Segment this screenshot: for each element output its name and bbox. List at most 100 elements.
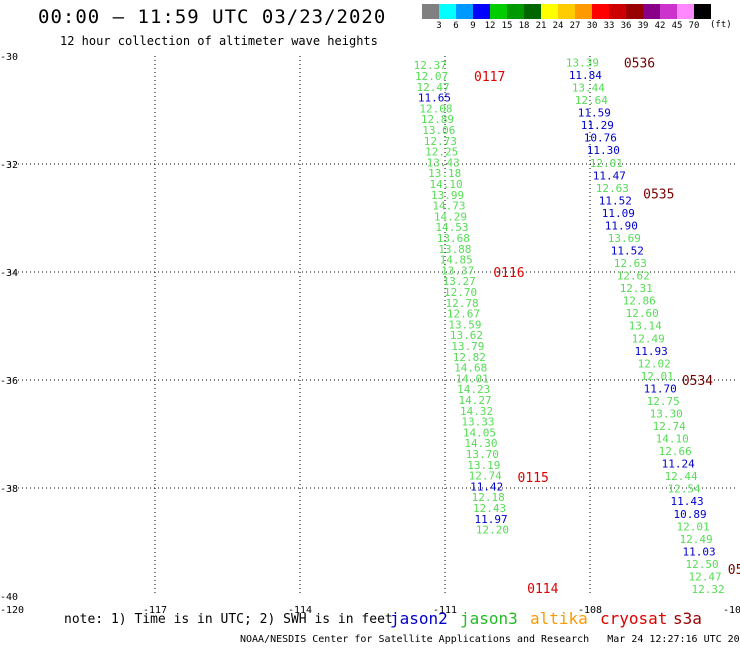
wave-height-label: 12.73 [424,135,457,148]
x-tick-label: -108 [578,605,602,616]
color-scale-swatch [643,4,660,19]
pass-time-label: 0114 [527,582,558,597]
pass-time-label: 0533 [728,563,740,578]
wave-height-label: 12.82 [453,351,486,364]
wave-height-label: 12.01 [641,370,674,383]
wave-height-label: 11.24 [662,458,695,471]
legend-jason3: jason3 [460,609,518,628]
wave-height-label: 10.76 [584,132,617,145]
wave-height-label: 13.43 [427,156,460,169]
color-scale-tick: 30 [586,21,598,31]
wave-height-label: 12.74 [653,420,686,433]
color-scale-swatch [422,4,439,19]
color-scale-swatch [490,4,507,19]
wave-height-label: 14.29 [434,210,467,223]
y-tick-label: -38 [0,484,18,495]
wave-height-label: 11.52 [611,245,644,258]
wave-height-label: 11.30 [587,144,620,157]
pass-time-label: 0534 [682,374,713,389]
wave-height-label: 14.01 [456,372,489,385]
wave-height-label: 13.30 [650,407,683,420]
wave-height-label: 13.06 [422,124,455,137]
wave-height-label: 13.62 [450,329,483,342]
wave-height-label: 11.09 [602,207,635,220]
color-scale-swatch [694,4,711,19]
color-scale-tick: 6 [453,21,459,31]
color-scale-tick: 39 [637,21,649,31]
wave-height-label: 11.97 [474,513,507,526]
y-tick-label: -32 [0,160,18,171]
y-tick-label: -30 [0,52,18,63]
color-scale-swatch [660,4,677,19]
wave-height-label: 12.89 [421,113,454,126]
x-tick-label: -114 [288,605,312,616]
wave-height-label: 11.47 [593,169,626,182]
wave-height-label: 12.54 [668,483,701,496]
wave-height-label: 11.52 [599,194,632,207]
legend-jason2: jason2 [390,609,448,628]
wave-height-label: 11.90 [605,219,638,232]
wave-height-label: 12.01 [590,157,623,170]
wave-height-label: 12.74 [469,470,502,483]
chart-title: 00:00 – 11:59 UTC 03/23/2020 [38,6,387,28]
wave-height-label: 12.49 [632,332,665,345]
wave-height-label: 12.62 [617,270,650,283]
color-scale-swatch [541,4,558,19]
wave-height-label: 12.02 [638,357,671,370]
wave-height-label: 12.37 [414,59,447,72]
x-tick-label: -105 [723,605,740,616]
wave-height-label: 12.18 [472,491,505,504]
color-scale-swatch [558,4,575,19]
legend-s3a: s3a [673,609,702,628]
wave-height-label: 11.70 [644,382,677,395]
color-scale-tick: 42 [654,21,666,31]
footer-credit: NOAA/NESDIS Center for Satellite Applica… [240,634,740,645]
color-scale-tick: 33 [603,21,615,31]
wave-height-label: 14.32 [460,405,493,418]
color-scale-swatch [592,4,609,19]
wave-height-label: 13.33 [461,416,494,429]
wave-height-label: 11.29 [581,119,614,132]
color-scale-swatch [626,4,643,19]
wave-height-label: 12.01 [677,520,710,533]
wave-height-label: 11.43 [671,495,704,508]
wave-height-label: 11.59 [578,107,611,120]
wave-height-label: 14.30 [464,437,497,450]
x-tick-label: -111 [433,605,457,616]
wave-height-label: 13.59 [448,318,481,331]
wave-height-label: 14.68 [454,362,487,375]
wave-height-label: 12.07 [415,70,448,83]
wave-height-label: 11.84 [569,69,602,82]
wave-height-label: 12.49 [680,533,713,546]
wave-height-label: 13.69 [608,232,641,245]
wave-height-label: 12.75 [647,395,680,408]
wave-height-label: 14.27 [459,394,492,407]
wave-height-label: 12.66 [659,445,692,458]
wave-height-label: 12.43 [473,502,506,515]
wave-height-label: 12.20 [476,524,509,537]
pass-time-label: 0536 [624,56,655,71]
color-scale-swatch [609,4,626,19]
wave-height-label: 14.10 [430,178,463,191]
pass-time-label: 0117 [474,70,505,85]
wave-height-label: 14.23 [457,383,490,396]
wave-height-label: 13.19 [467,459,500,472]
wave-height-label: 12.63 [596,182,629,195]
color-scale-tick: 45 [671,21,683,31]
wave-height-label: 13.99 [431,189,464,202]
color-scale-tick: 70 [688,21,700,31]
x-tick-label: -117 [143,605,167,616]
wave-height-label: 13.88 [438,243,471,256]
color-scale-swatch [524,4,541,19]
chart-subtitle: 12 hour collection of altimeter wave hei… [60,34,378,48]
color-scale-tick: 24 [552,21,564,31]
color-scale-tick: 18 [518,21,530,31]
wave-height-label: 12.50 [686,558,719,571]
wave-height-label: 12.60 [626,307,659,320]
legend-cryosat: cryosat [600,609,668,628]
color-scale-swatch [473,4,490,19]
wave-height-label: 13.79 [451,340,484,353]
color-scale-unit: (ft) [710,20,732,30]
x-tick-label: -120 [0,605,24,616]
